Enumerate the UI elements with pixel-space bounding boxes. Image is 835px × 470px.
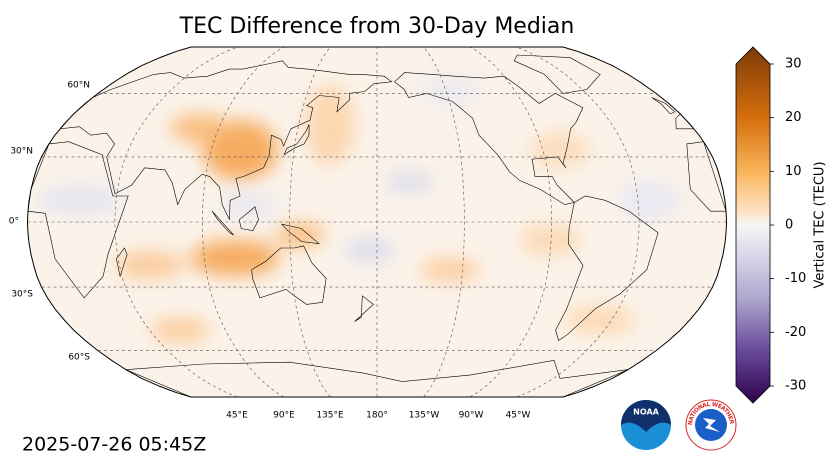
- colorbar-scale: [735, 46, 771, 404]
- meridian: [516, 47, 640, 397]
- noaa-text: NOAA: [633, 408, 659, 417]
- meridian: [469, 47, 553, 397]
- lon-label: 45°W: [506, 411, 531, 421]
- meridian: [201, 47, 285, 397]
- tec-anomalies: [40, 78, 680, 342]
- lat-label: 60°S: [68, 353, 90, 363]
- lat-labels: 60°N 30°N 0° 30°S 60°S: [9, 81, 91, 363]
- lat-label: 60°N: [67, 81, 90, 91]
- coastline: [283, 124, 310, 156]
- coastline: [116, 247, 128, 278]
- lat-label: 30°S: [11, 290, 33, 300]
- colorbar: Vertical TEC (TECU) 30 20 10 0 -10 -20 -30: [735, 46, 828, 404]
- timestamp: 2025-07-26 05:45Z: [22, 434, 206, 456]
- coastline: [125, 359, 629, 397]
- map: [26, 46, 728, 398]
- lon-label: 90°W: [459, 411, 484, 421]
- colorbar-label: Vertical TEC (TECU): [813, 161, 828, 288]
- coastline: [281, 223, 320, 245]
- colorbar-tick-label: -10: [785, 271, 806, 286]
- coastline: [354, 295, 374, 322]
- noaa-logo: NOAA: [621, 400, 671, 450]
- lon-label: 180°: [366, 411, 388, 421]
- title: TEC Difference from 30-Day Median: [179, 14, 575, 39]
- coastline: [686, 141, 727, 212]
- meridian: [114, 47, 238, 397]
- coastline: [238, 206, 259, 232]
- colorbar-tick-label: 10: [785, 164, 802, 179]
- graticule: [27, 47, 727, 397]
- colorbar-tick-label: 20: [785, 110, 802, 125]
- colorbar-tick-label: -30: [785, 379, 806, 394]
- colorbar-tick-label: -20: [785, 325, 806, 340]
- colorbar-tick-label: 30: [785, 57, 802, 72]
- lon-label: 90°E: [273, 411, 295, 421]
- meridian: [289, 47, 331, 397]
- coastline: [251, 245, 327, 305]
- lon-label: 45°E: [226, 411, 248, 421]
- lon-label: 135°W: [409, 411, 440, 421]
- coastline: [211, 210, 234, 236]
- lat-label: 0°: [9, 217, 19, 227]
- meridian: [423, 47, 465, 397]
- coastlines: [27, 54, 727, 397]
- coastline: [59, 60, 393, 220]
- coastline: [513, 54, 601, 94]
- coastline: [394, 72, 584, 205]
- coastline: [555, 195, 659, 341]
- coastline: [651, 97, 676, 115]
- colorbar-tick-label: 0: [785, 218, 793, 233]
- map-outline: [26, 46, 728, 398]
- lon-labels: 45°E 90°E 135°E 180° 135°W 90°W 45°W: [226, 411, 530, 421]
- lon-label: 135°E: [316, 411, 344, 421]
- coastline: [27, 141, 129, 299]
- lat-label: 30°N: [10, 147, 33, 157]
